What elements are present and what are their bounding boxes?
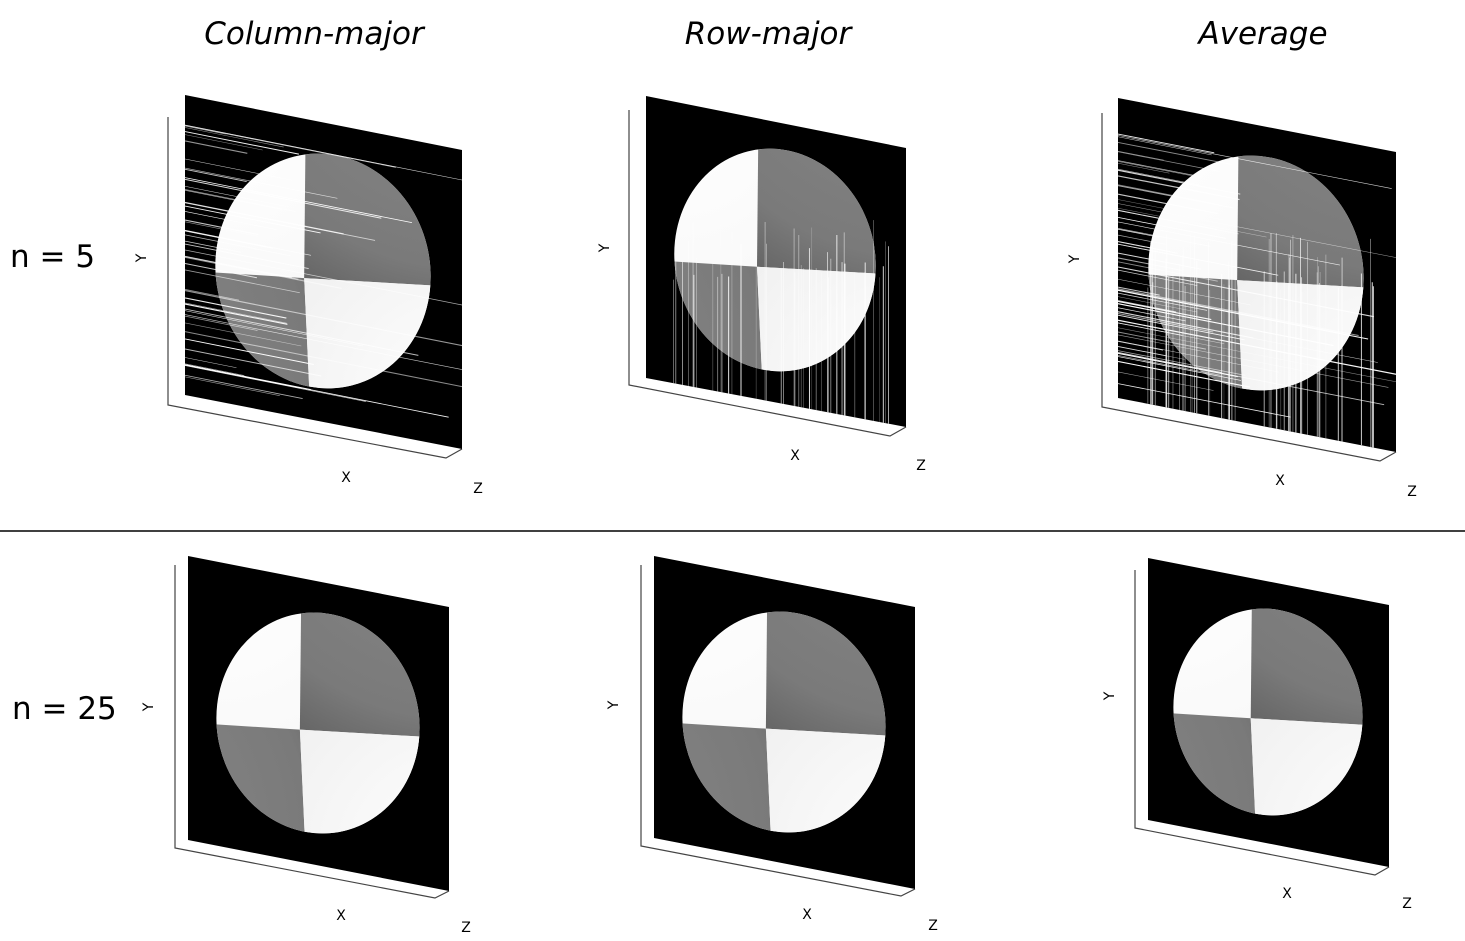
streak-artifacts <box>673 220 889 427</box>
sphere <box>650 127 900 393</box>
row-label-n5: n = 5 <box>10 239 95 275</box>
axis-frame <box>628 110 907 437</box>
panel-average-n5: X Y Z <box>1067 98 1417 500</box>
column-title-average: Average <box>1196 16 1327 52</box>
panel-row-major-n5: X Y Z <box>597 96 926 474</box>
z-axis-label: Z <box>473 481 483 497</box>
panel-average-n25: X Y Z <box>1102 558 1412 912</box>
y-axis-label: Y <box>606 700 622 710</box>
axis-frame <box>167 117 463 459</box>
axis-frame <box>1101 113 1397 462</box>
x-axis-label: X <box>790 448 800 464</box>
y-axis-label: Y <box>597 243 613 253</box>
panel-row-major-n25: X Y Z <box>606 556 938 934</box>
x-axis-label: X <box>1282 886 1292 902</box>
z-axis-label: Z <box>461 920 471 936</box>
y-axis-label: Y <box>134 253 150 263</box>
z-axis-label: Z <box>1402 896 1412 912</box>
y-axis-label: Y <box>141 702 157 712</box>
axis-frame <box>640 565 916 897</box>
axis-frame <box>174 565 450 899</box>
z-axis-label: Z <box>1407 484 1417 500</box>
column-title-row-major: Row-major <box>685 16 854 52</box>
streak-artifacts <box>185 124 462 418</box>
panel-column-major-n25: X Y Z <box>141 556 471 936</box>
z-axis-label: Z <box>928 918 938 934</box>
sphere <box>190 130 456 412</box>
y-axis-label: Y <box>1067 254 1083 264</box>
row-label-n25: n = 25 <box>12 691 117 727</box>
x-axis-label: X <box>802 907 812 923</box>
x-axis-label: X <box>1275 473 1285 489</box>
x-axis-label: X <box>341 470 351 486</box>
panel-column-major-n5: X Y Z <box>134 95 483 497</box>
z-axis-label: Z <box>916 458 926 474</box>
axis-frame <box>1134 570 1390 876</box>
streak-artifacts <box>1118 133 1396 448</box>
y-axis-label: Y <box>1102 691 1118 701</box>
column-title-column-major: Column-major <box>204 16 426 52</box>
x-axis-label: X <box>336 908 346 924</box>
